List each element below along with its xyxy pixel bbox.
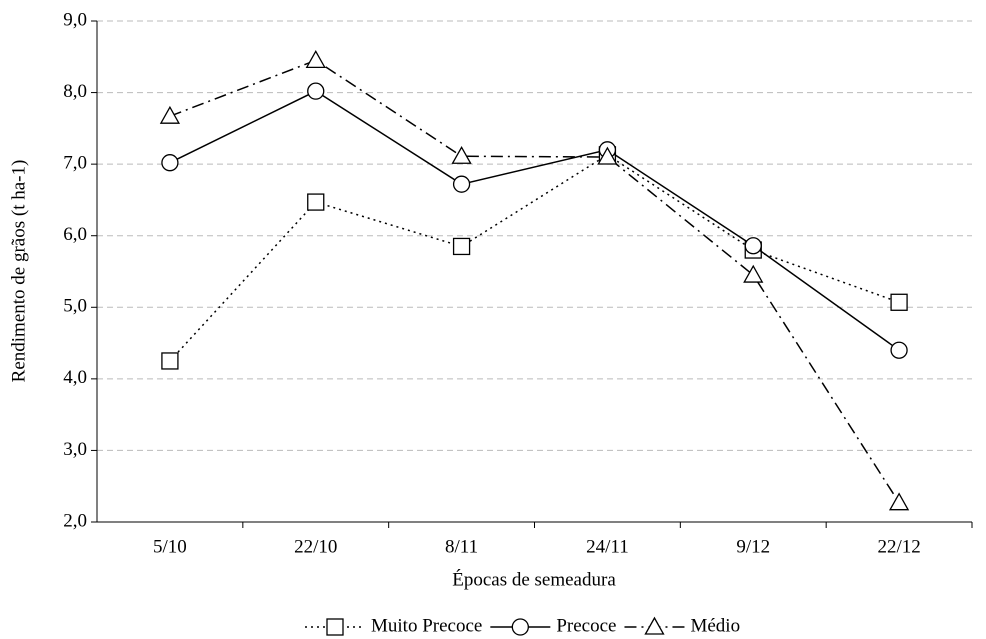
x-tick-label: 5/10 [153,536,187,557]
y-tick-label: 7,0 [63,153,87,174]
marker [161,352,179,370]
legend-marker [326,618,344,636]
legend-marker [644,616,665,635]
y-tick-label: 9,0 [63,9,87,30]
legend-marker [511,618,529,636]
legend: Muito Precoce Precoce Médio [305,615,740,636]
y-axis-title: Rendimento de grãos (t ha-1) [8,160,29,383]
legend-label: Precoce [556,615,616,636]
marker [890,293,908,311]
x-tick-label: 22/12 [877,536,920,557]
marker [307,82,325,100]
x-tick-label: 8/11 [445,536,478,557]
series-line [169,59,900,504]
marker [888,492,910,511]
y-tick-label: 5,0 [63,296,87,317]
series-line [169,153,900,362]
y-tick-label: 2,0 [63,510,87,531]
marker [451,145,472,164]
y-tick-label: 8,0 [63,81,87,102]
y-tick-label: 4,0 [63,367,87,388]
marker [452,175,471,193]
legend-label: Médio [690,615,740,636]
marker [305,50,326,69]
marker [452,237,471,256]
marker [307,193,325,211]
marker [890,341,908,359]
x-axis-title: Épocas de semeadura [452,568,616,590]
marker [597,146,618,165]
x-tick-label: 9/12 [736,536,770,557]
marker [744,237,762,255]
x-tick-label: 24/11 [586,536,629,557]
y-tick-label: 6,0 [63,224,87,245]
marker [161,154,179,172]
marker [743,264,764,283]
series-line [169,90,900,351]
legend-label: Muito Precoce [371,615,482,636]
x-tick-label: 22/10 [294,536,337,557]
y-tick-label: 3,0 [63,439,87,460]
marker [159,105,181,124]
